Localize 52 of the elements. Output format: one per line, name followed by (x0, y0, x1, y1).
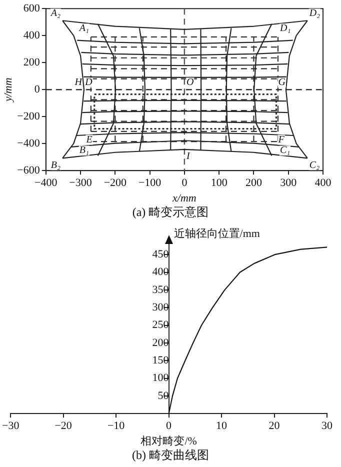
y-axis-title: y/mm (2, 78, 14, 103)
y-tick-label: 300 (152, 301, 170, 314)
y-tick-label: 400 (23, 29, 40, 42)
annotation: D₂ (308, 8, 321, 20)
y-tick-label: 600 (23, 2, 40, 14)
x-tick-label: −400 (34, 177, 58, 190)
y-tick-label: 0 (34, 83, 40, 96)
y-tick-label: −200 (17, 110, 40, 122)
y-tick-label: 200 (23, 56, 40, 68)
text: (b) 畸变曲线图 (131, 448, 210, 463)
y-tick-label: 50 (158, 390, 170, 402)
text: (a) 畸变示意图 (131, 205, 210, 220)
annotation: D (84, 77, 94, 88)
x-tick-label: −10 (107, 420, 126, 432)
x-axis-title: 相对畸变/% (140, 434, 197, 448)
x-tick-label: −300 (69, 177, 92, 190)
y-tick-label: 450 (152, 248, 170, 260)
x-tick-label: −30 (2, 420, 20, 432)
y-tick-label: −400 (17, 137, 40, 150)
annotation: E (85, 134, 92, 146)
x-tick-label: 0 (182, 177, 188, 190)
y-tick-label: 100 (152, 372, 170, 384)
annotation: C₂ (309, 160, 320, 171)
annotation: F (277, 134, 286, 146)
annotation: I (185, 151, 190, 162)
x-axis-title: x/mm (172, 192, 196, 204)
annotation: A₂ (50, 8, 62, 20)
y-tick-label: 400 (152, 266, 170, 278)
annotation: G (278, 77, 286, 88)
y-axis-title: 近轴径向位置/mm (174, 226, 260, 240)
annotation: H (74, 77, 83, 88)
annotation: O (186, 77, 194, 88)
x-tick-label: 20 (268, 420, 280, 432)
y-tick-label: −600 (17, 164, 40, 176)
annotation: B₁ (79, 145, 89, 156)
annotation: A₁ (78, 23, 89, 34)
x-tick-label: −20 (54, 420, 72, 432)
y-tick-label: 200 (152, 336, 170, 349)
y-tick-label: 350 (152, 284, 170, 296)
x-tick-label: 30 (322, 420, 333, 432)
y-tick-label: 150 (152, 354, 170, 366)
annotation: C₁ (280, 145, 290, 156)
x-tick-label: 100 (210, 177, 228, 190)
x-tick-label: 200 (245, 177, 262, 190)
x-tick-label: 10 (216, 420, 228, 432)
x-tick-label: −100 (138, 177, 162, 190)
x-tick-label: −200 (104, 177, 128, 190)
y-tick-label: 250 (152, 319, 170, 332)
annotation: B₂ (50, 160, 62, 171)
x-tick-label: 400 (314, 177, 332, 190)
x-tick-label: 300 (280, 177, 298, 190)
annotation: D₁ (278, 23, 291, 34)
